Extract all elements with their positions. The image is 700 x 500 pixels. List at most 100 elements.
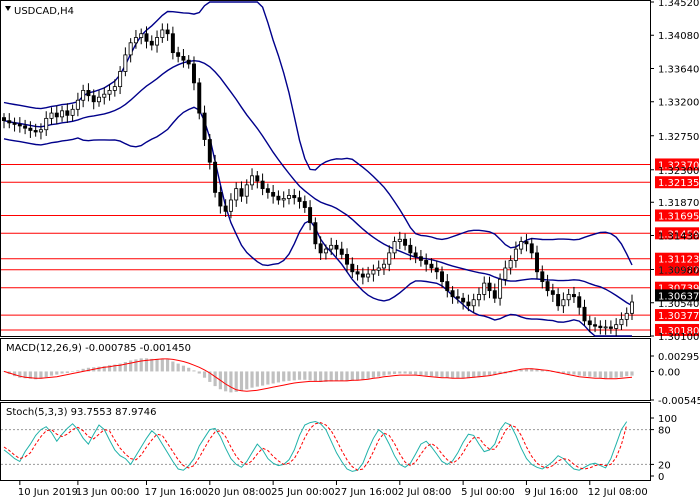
macd-histogram-bar bbox=[609, 371, 613, 379]
macd-histogram-bar bbox=[234, 371, 238, 392]
macd-histogram-bar bbox=[97, 366, 101, 372]
candle-body bbox=[455, 296, 460, 299]
candle-body bbox=[244, 184, 249, 197]
candle-body bbox=[545, 281, 550, 292]
candle-body bbox=[598, 325, 603, 329]
candle-body bbox=[519, 241, 524, 250]
stoch-main-line bbox=[3, 420, 628, 472]
macd-histogram-bar bbox=[28, 371, 32, 379]
price-tick-label: 1.33640 bbox=[658, 64, 699, 75]
price-tick-label: 1.30540 bbox=[658, 299, 699, 310]
macd-histogram-bar bbox=[630, 371, 634, 376]
macd-histogram-bar bbox=[49, 371, 54, 376]
macd-histogram-bar bbox=[313, 371, 317, 382]
macd-histogram-bar bbox=[123, 362, 127, 372]
price-tick-label: 1.34080 bbox=[658, 31, 699, 42]
macd-histogram-bar bbox=[134, 359, 138, 372]
macd-histogram-bar bbox=[266, 371, 270, 385]
macd-histogram-bar bbox=[261, 371, 265, 386]
candle-body bbox=[97, 96, 101, 103]
macd-histogram-bar bbox=[545, 370, 550, 372]
stoch-tick-label: 20 bbox=[658, 460, 671, 471]
macd-histogram-bar bbox=[398, 371, 402, 374]
candle-body bbox=[228, 199, 233, 212]
macd-histogram-bar bbox=[561, 371, 565, 374]
macd-tick-label: -0.005455 bbox=[658, 396, 700, 407]
macd-histogram-bar bbox=[614, 371, 618, 378]
level-label-bg bbox=[655, 323, 699, 336]
macd-histogram-bar bbox=[567, 371, 571, 375]
price-tick-label: 1.32300 bbox=[658, 166, 699, 177]
candle-body bbox=[165, 29, 170, 35]
macd-histogram-bar bbox=[18, 371, 22, 378]
macd-histogram-bar bbox=[540, 369, 544, 372]
macd-histogram-bar bbox=[39, 371, 43, 379]
candle-body bbox=[170, 33, 175, 54]
macd-histogram-bar bbox=[403, 371, 407, 374]
macd-histogram-bar bbox=[192, 370, 196, 372]
candle-body bbox=[334, 244, 339, 250]
macd-histogram-bar bbox=[377, 371, 381, 377]
macd-histogram-bar bbox=[255, 371, 259, 387]
candle-body bbox=[28, 127, 33, 131]
macd-histogram-bar bbox=[245, 371, 249, 390]
candle-body bbox=[70, 108, 75, 116]
candle-body bbox=[302, 201, 307, 208]
price-tick-label: 1.33200 bbox=[658, 98, 699, 109]
macd-histogram-bar bbox=[287, 371, 291, 381]
candle-body bbox=[33, 130, 38, 133]
macd-histogram-bar bbox=[408, 371, 412, 375]
time-tick-label: 9 Jul 16:00 bbox=[524, 487, 578, 498]
stoch-signal-line bbox=[3, 422, 628, 471]
bollinger-lower-band bbox=[3, 106, 632, 337]
candle-body bbox=[160, 29, 165, 38]
macd-tick-label: 0.00295 bbox=[658, 352, 699, 363]
candle-body bbox=[376, 267, 381, 271]
title-triangle-icon bbox=[5, 6, 11, 11]
candle-body bbox=[250, 175, 255, 186]
time-tick-label: 17 Jun 16:00 bbox=[144, 487, 208, 498]
candle-body bbox=[144, 33, 149, 42]
candle-body bbox=[345, 253, 350, 265]
macd-histogram-bar bbox=[582, 371, 587, 377]
macd-histogram-bar bbox=[319, 371, 323, 382]
macd-histogram-bar bbox=[530, 368, 534, 372]
candle-body bbox=[44, 117, 49, 131]
level-label: 1.30739 bbox=[658, 284, 699, 295]
candle-body bbox=[181, 56, 186, 61]
macd-tick-label: 0.00 bbox=[658, 367, 680, 378]
macd-histogram-bar bbox=[482, 371, 486, 377]
time-tick-label: 27 Jun 16:00 bbox=[334, 487, 398, 498]
candle-body bbox=[392, 241, 397, 254]
candle-body bbox=[614, 324, 619, 329]
level-label-bg bbox=[655, 158, 699, 171]
candle-body bbox=[587, 320, 592, 326]
time-tick-label: 20 Jun 08:00 bbox=[208, 487, 272, 498]
macd-histogram-bar bbox=[509, 371, 513, 373]
macd-histogram-bar bbox=[334, 371, 339, 381]
macd-histogram-bar bbox=[297, 371, 302, 380]
candle-body bbox=[75, 99, 80, 110]
macd-histogram-bar bbox=[76, 370, 80, 372]
macd-histogram-bar bbox=[472, 371, 476, 378]
candle-body bbox=[155, 37, 160, 46]
macd-histogram-bar bbox=[598, 371, 602, 378]
candle-body bbox=[603, 326, 608, 329]
candle-body bbox=[118, 71, 123, 88]
macd-histogram-bar bbox=[493, 371, 497, 375]
macd-histogram-bar bbox=[366, 371, 370, 379]
price-tick-label: 1.31430 bbox=[658, 231, 699, 242]
macd-histogram-bar bbox=[450, 371, 455, 379]
candle-body bbox=[418, 256, 423, 261]
macd-histogram-bar bbox=[271, 371, 275, 384]
candle-body bbox=[2, 117, 6, 122]
macd-histogram-bar bbox=[34, 371, 38, 380]
price-panel-frame bbox=[0, 0, 651, 337]
macd-histogram-bar bbox=[208, 371, 212, 382]
macd-histogram-bar bbox=[71, 371, 75, 372]
macd-histogram-bar bbox=[604, 371, 608, 379]
macd-histogram-bar bbox=[461, 371, 465, 379]
time-tick-label: 25 Jun 00:00 bbox=[271, 487, 335, 498]
